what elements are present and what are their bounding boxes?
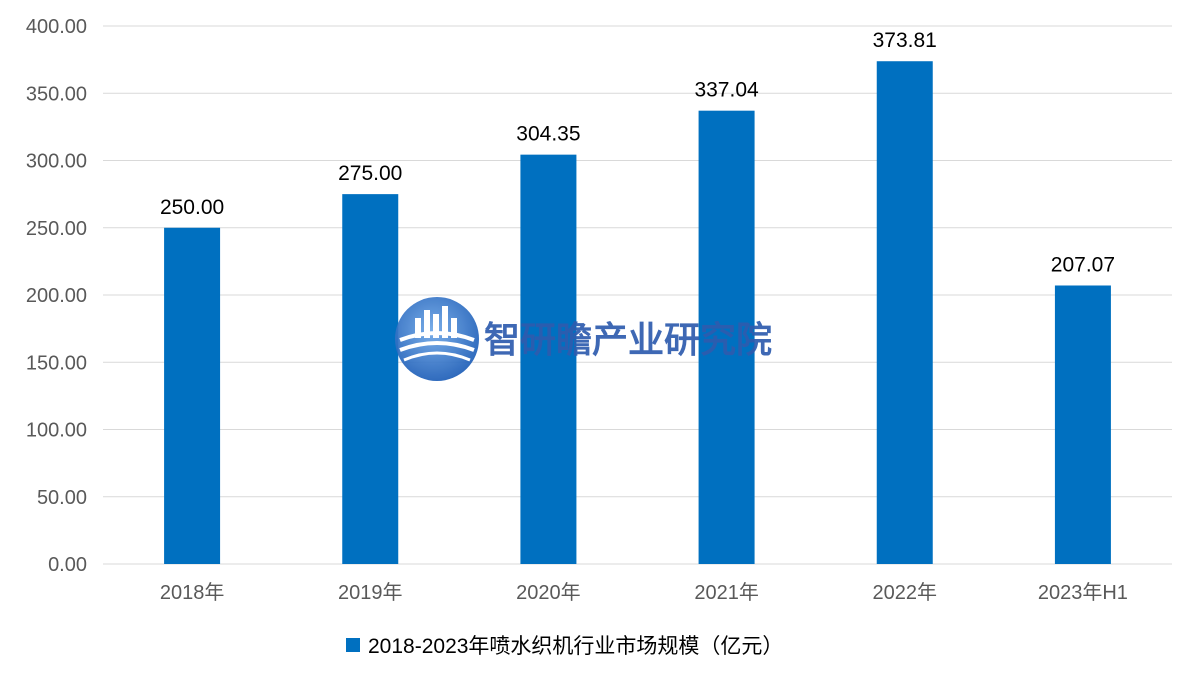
bar — [698, 110, 755, 564]
gridlines — [103, 25, 1172, 565]
y-tick-label: 200.00 — [26, 285, 87, 307]
data-label: 304.35 — [516, 123, 580, 146]
y-tick-label: 100.00 — [26, 420, 87, 442]
x-tick-label: 2022年 — [873, 581, 938, 604]
bar — [342, 194, 399, 564]
bars — [164, 61, 1111, 565]
y-tick-label: 400.00 — [26, 16, 87, 38]
y-tick-label: 150.00 — [26, 352, 87, 374]
y-tick-label: 0.00 — [48, 554, 87, 576]
bar — [1054, 285, 1111, 564]
y-tick-label: 350.00 — [26, 83, 87, 105]
x-tick-label: 2019年 — [338, 581, 403, 604]
bar — [520, 154, 577, 565]
watermark-text: 智研瞻产业研究院 — [484, 320, 772, 361]
y-axis-tick-labels: 0.00 50.00 100.00 150.00 200.00 250.00 300.00 3… — [26, 16, 87, 576]
bar — [876, 61, 933, 564]
legend-swatch — [346, 638, 360, 652]
watermark: 智研瞻产业研究院 — [395, 297, 772, 381]
legend-label: 2018-2023年喷水织机行业市场规模（亿元） — [368, 635, 783, 658]
x-tick-label: 2021年 — [694, 581, 759, 604]
legend: 2018-2023年喷水织机行业市场规模（亿元） — [346, 635, 783, 658]
x-tick-label: 2018年 — [160, 581, 225, 604]
y-tick-label: 300.00 — [26, 151, 87, 173]
city-skyline-globe-logo-icon — [395, 297, 479, 381]
data-label: 373.81 — [873, 29, 937, 52]
x-axis-tick-labels: 2018年 2019年 2020年 2021年 2022年 2023年H1 — [160, 581, 1128, 604]
y-tick-label: 250.00 — [26, 218, 87, 240]
x-tick-label: 2023年H1 — [1038, 581, 1128, 604]
data-label: 275.00 — [338, 162, 402, 185]
data-label: 337.04 — [694, 79, 759, 102]
data-label: 250.00 — [160, 196, 224, 219]
data-label: 207.07 — [1051, 253, 1115, 276]
x-tick-label: 2020年 — [516, 581, 581, 604]
data-labels: 250.00 275.00 304.35 337.04 373.81 207.07 — [160, 29, 1115, 276]
bar — [164, 227, 221, 564]
y-tick-label: 50.00 — [37, 487, 87, 509]
